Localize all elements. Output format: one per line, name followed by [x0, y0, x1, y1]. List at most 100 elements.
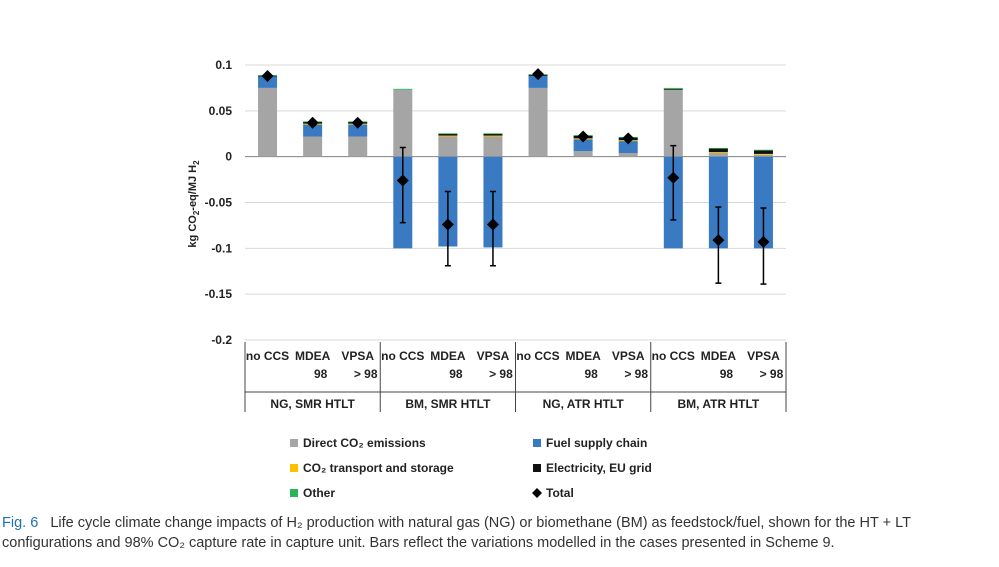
- bar-segment: [663, 87, 683, 89]
- total-marker: [351, 116, 364, 129]
- bar-segment: [303, 136, 323, 157]
- bar-segment: [618, 141, 638, 153]
- bar-segment: [573, 151, 593, 157]
- group-label: BM, ATR HTLT: [677, 397, 759, 411]
- category-label: no CCS: [246, 349, 289, 363]
- category-label: MDEA: [565, 349, 601, 363]
- y-tick-label: -0.05: [205, 196, 233, 210]
- legend-marker: [532, 488, 542, 498]
- bars: [258, 74, 773, 249]
- bar-segment: [573, 139, 593, 152]
- figure-caption: Fig. 6 Life cycle climate change impacts…: [2, 513, 992, 553]
- legend-swatch: [533, 439, 541, 447]
- total-marker: [667, 171, 680, 184]
- y-tick-label: -0.15: [205, 287, 233, 301]
- legend-swatch: [290, 464, 298, 472]
- category-label: VPSA: [747, 349, 780, 363]
- bar-segment: [618, 153, 638, 157]
- total-marker: [396, 174, 409, 187]
- bar-segment: [708, 152, 728, 153]
- category-label: MDEA: [295, 349, 331, 363]
- legend-label: Direct CO₂ emissions: [303, 436, 426, 450]
- legend-label: Total: [546, 486, 574, 500]
- bar-segment: [708, 148, 728, 153]
- bar-segment: [483, 133, 503, 136]
- total-marker: [577, 130, 590, 143]
- bar-segment: [663, 89, 683, 157]
- total-markers: [261, 68, 770, 285]
- bar-segment: [528, 87, 548, 157]
- legend-swatch: [533, 464, 541, 472]
- bar-segment: [393, 89, 413, 157]
- category-label: no CCS: [381, 349, 424, 363]
- category-label: MDEA: [701, 349, 737, 363]
- bar-segment: [438, 135, 458, 137]
- bar-segment: [483, 133, 503, 135]
- bar-segment: [753, 153, 773, 155]
- bar-segment: [753, 156, 773, 249]
- total-marker: [486, 218, 499, 231]
- y-tick-label: -0.1: [211, 241, 232, 255]
- chart: 0.1 0.05 0 -0.05 -0.1 -0.15 -0.2 kg CO2-eq/MJ …: [187, 58, 787, 500]
- gridlines: [245, 64, 786, 341]
- category-label: 98: [314, 367, 328, 381]
- figure-label: Fig. 6: [2, 515, 39, 531]
- group-label: BM, SMR HTLT: [405, 397, 491, 411]
- bar-segment: [708, 147, 728, 149]
- category-label: MDEA: [430, 349, 466, 363]
- category-label: > 98: [489, 367, 513, 381]
- bar-segment: [708, 153, 728, 157]
- total-marker: [622, 132, 635, 145]
- y-tick-label: -0.2: [211, 333, 232, 347]
- bar-segment: [753, 154, 773, 157]
- y-axis: 0.1 0.05 0 -0.05 -0.1 -0.15 -0.2: [205, 58, 233, 347]
- bar-segment: [348, 136, 368, 157]
- legend-label: Other: [303, 486, 335, 500]
- total-marker: [712, 234, 725, 247]
- bar-segment: [348, 124, 368, 137]
- legend-label: Electricity, EU grid: [546, 461, 652, 475]
- category-label: 98: [449, 367, 463, 381]
- category-label: VPSA: [612, 349, 645, 363]
- y-tick-label: 0.05: [209, 104, 233, 118]
- category-label: no CCS: [652, 349, 695, 363]
- group-label: NG, ATR HTLT: [543, 397, 625, 411]
- category-label: > 98: [760, 367, 784, 381]
- category-label: 98: [584, 367, 598, 381]
- bar-segment: [303, 124, 323, 137]
- y-tick-label: 0: [225, 150, 232, 164]
- total-marker: [532, 68, 545, 81]
- bar-segment: [438, 133, 458, 136]
- bar-segment: [483, 136, 503, 157]
- category-label: VPSA: [341, 349, 374, 363]
- caption-text: Life cycle climate change impacts of H₂ …: [2, 515, 911, 551]
- bar-segment: [258, 87, 278, 157]
- category-label: no CCS: [516, 349, 559, 363]
- category-label: VPSA: [477, 349, 510, 363]
- legend-swatch: [290, 489, 298, 497]
- category-label: 98: [720, 367, 734, 381]
- y-tick-label: 0.1: [215, 58, 232, 72]
- total-marker: [441, 218, 454, 231]
- bar-segment: [393, 88, 413, 90]
- legend-label: Fuel supply chain: [546, 436, 647, 450]
- total-marker: [306, 116, 319, 129]
- bar-segment: [663, 88, 683, 90]
- y-axis-label: kg CO2-eq/MJ H2: [187, 160, 201, 248]
- legend: Direct CO₂ emissions Fuel supply chain CO₂…: [290, 436, 652, 500]
- category-label: > 98: [354, 367, 378, 381]
- bar-segment: [528, 76, 548, 88]
- bar-segment: [753, 150, 773, 154]
- bar-segment: [753, 149, 773, 151]
- category-label: > 98: [624, 367, 648, 381]
- bar-segment: [483, 135, 503, 137]
- total-marker: [261, 70, 274, 82]
- legend-swatch: [290, 439, 298, 447]
- group-label: NG, SMR HTLT: [270, 397, 355, 411]
- bar-segment: [438, 136, 458, 157]
- bar-segment: [708, 156, 728, 249]
- legend-label: CO₂ transport and storage: [303, 461, 454, 475]
- bar-segment: [438, 133, 458, 135]
- total-marker: [757, 235, 770, 248]
